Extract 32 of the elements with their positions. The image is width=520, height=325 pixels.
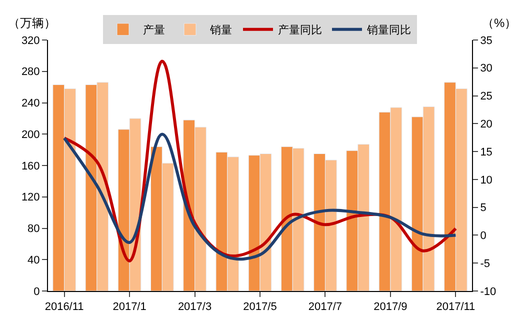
- y-tick-label: 80: [28, 223, 40, 236]
- y-tick-label: 160: [21, 160, 40, 172]
- y-tick-label: 0: [34, 286, 40, 298]
- y2-tick-label: 5: [480, 202, 486, 214]
- x-tick-label: 2017/1: [112, 301, 146, 314]
- legend-label: 产量同比: [278, 24, 322, 37]
- y-tick-label: 120: [21, 192, 40, 204]
- y2-tick-label: 0: [480, 230, 486, 242]
- y2-tick-label: -10: [480, 286, 496, 298]
- y2-axis-title: （%）: [482, 16, 517, 30]
- x-tick-label: 2017/7: [308, 301, 342, 314]
- y2-tick-label: 35: [480, 34, 492, 47]
- y2-tick-label: 10: [480, 174, 492, 186]
- y2-tick-label: 30: [480, 62, 492, 75]
- y2-tick-label: -5: [480, 258, 490, 270]
- legend-label: 产量: [143, 24, 165, 37]
- x-tick-label: 2017/11: [436, 301, 476, 314]
- legend-label: 销量同比: [366, 24, 411, 37]
- y-tick-label: 240: [21, 98, 40, 110]
- y2-tick-label: 25: [480, 90, 492, 103]
- y2-tick-label: 15: [480, 146, 492, 158]
- x-tick-label: 2017/3: [178, 301, 212, 314]
- y-tick-label: 40: [28, 254, 40, 266]
- y2-tick-label: 20: [480, 118, 492, 131]
- x-tick-label: 2017/9: [374, 301, 408, 314]
- x-tick-label: 2016/11: [44, 301, 84, 314]
- y-axis-title: （万辆）: [8, 16, 56, 30]
- y-tick-label: 200: [21, 128, 40, 141]
- x-tick-label: 2017/5: [243, 301, 277, 314]
- y-tick-label: 320: [21, 34, 40, 47]
- y-tick-label: 280: [21, 66, 40, 78]
- legend-label: 销量: [209, 24, 232, 37]
